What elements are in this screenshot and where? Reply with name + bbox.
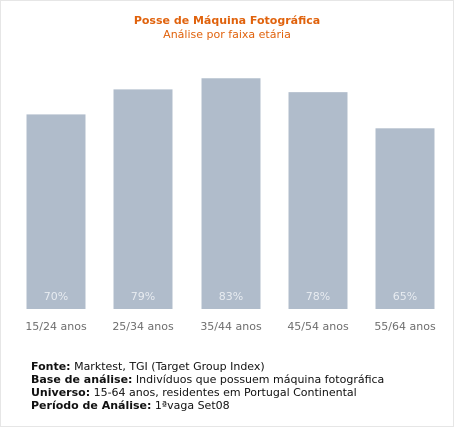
title-block: Posse de Máquina Fotográfica Análise por… [0, 14, 454, 42]
note-base: Base de análise: Indivíduos que possuem … [31, 373, 385, 386]
category-label-1: 15/24 anos [25, 320, 87, 333]
notes: Fonte: Marktest, TGI (Target Group Index… [31, 360, 384, 412]
bar-value-label-1: 70% [44, 290, 68, 303]
bar-value-label-4: 78% [306, 290, 330, 303]
bar-2 [113, 89, 173, 309]
bar-1 [26, 114, 86, 310]
category-label-3: 35/44 anos [200, 320, 262, 333]
bar-value-label-5: 65% [393, 290, 417, 303]
note-source: Fonte: Marktest, TGI (Target Group Index… [31, 360, 265, 373]
bar-3 [201, 78, 261, 309]
note-period: Período de Análise: 1ªvaga Set08 [31, 399, 230, 412]
bar-5 [375, 128, 435, 309]
bar-chart: 70% 15/24 anos 79% 25/34 anos 83% 35/44 anos 7… [25, 78, 436, 333]
category-label-2: 25/34 anos [112, 320, 174, 333]
bar-4 [288, 92, 348, 309]
bar-value-label-2: 79% [131, 290, 155, 303]
chart-title: Posse de Máquina Fotográfica [133, 14, 321, 27]
category-label-4: 45/54 anos [287, 320, 349, 333]
bar-value-label-3: 83% [219, 290, 243, 303]
chart-subtitle: Análise por faixa etária [163, 28, 291, 41]
category-label-5: 55/64 anos [374, 320, 436, 333]
note-universe: Universo: 15-64 anos, residentes em Port… [31, 386, 357, 399]
